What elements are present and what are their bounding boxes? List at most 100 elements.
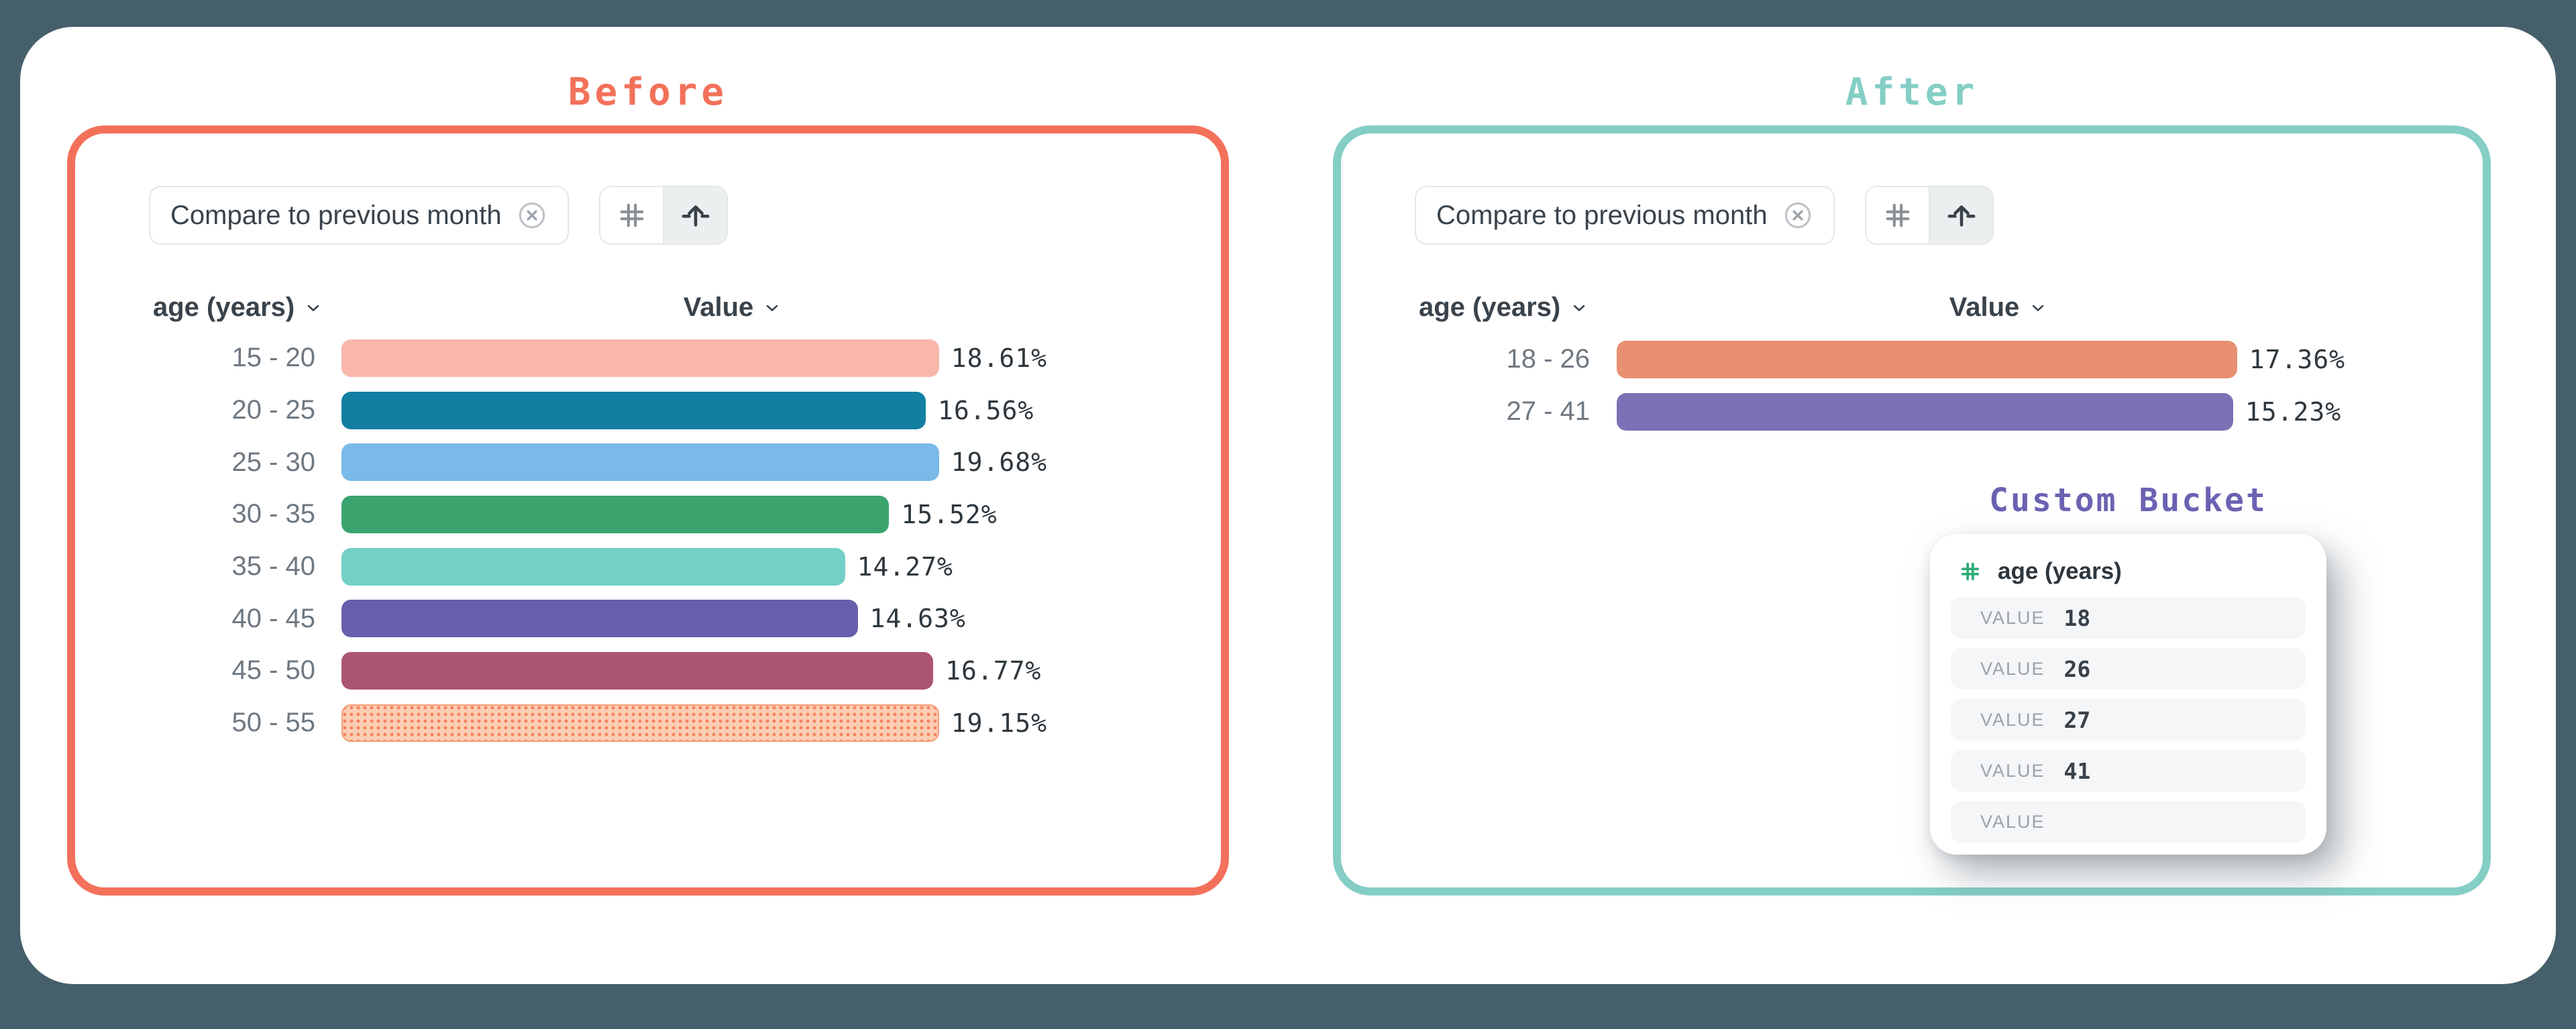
bar[interactable]	[341, 600, 858, 638]
compare-filter-chip[interactable]: Compare to previous month	[1415, 186, 1835, 245]
value-header-label: Value	[1949, 292, 2020, 322]
bucket-value-label: VALUE	[1980, 811, 2045, 832]
bucket-value-label: VALUE	[1980, 658, 2045, 679]
bar[interactable]	[1617, 340, 2237, 378]
bucket-value-input: 41	[2063, 757, 2091, 784]
category-label: 40 - 45	[231, 603, 315, 633]
after-title: After	[1845, 70, 1979, 114]
chevron-down-icon	[766, 305, 778, 311]
bar-track: 16.56%	[341, 391, 1047, 429]
bar[interactable]	[341, 391, 926, 429]
grid-view-button[interactable]	[1866, 187, 1929, 243]
compare-filter-chip[interactable]: Compare to previous month	[149, 186, 569, 245]
value-label: 19.68%	[951, 447, 1047, 478]
bar[interactable]	[341, 704, 939, 742]
bucket-value-label: VALUE	[1980, 709, 2045, 730]
value-label: 18.61%	[951, 343, 1047, 373]
category-label: 18 - 26	[1506, 344, 1590, 374]
bar[interactable]	[341, 339, 939, 377]
chart-row: 18 - 26 17.36%	[1341, 333, 2483, 386]
bar-track: 15.23%	[1617, 392, 2345, 431]
bar-track: 16.77%	[341, 651, 1047, 690]
value-header-label: Value	[683, 292, 754, 322]
chart-row: 30 - 35 15.52%	[75, 488, 1221, 541]
category-label: 50 - 55	[231, 708, 315, 738]
bucket-value-input: 18	[2063, 604, 2091, 631]
main-card: Before After Compare to previous month	[20, 27, 2556, 984]
category-label: 15 - 20	[231, 343, 315, 373]
custom-bucket-title: Custom Bucket	[1989, 482, 2267, 519]
value-label: 14.27%	[857, 551, 953, 582]
chart-row: 20 - 25 16.56%	[75, 384, 1221, 437]
category-label: 35 - 40	[231, 551, 315, 582]
compare-filter-chip-label: Compare to previous month	[170, 200, 502, 230]
value-header-dropdown[interactable]: Value	[1918, 292, 2079, 323]
bar-track: 15.52%	[341, 495, 1047, 533]
value-label: 19.15%	[951, 708, 1047, 738]
before-bar-chart: 15 - 20 18.61% 20 - 25 16.56% 25 - 30 19.68% 3…	[75, 332, 1221, 749]
bar-track: 19.15%	[341, 704, 1047, 742]
compare-filter-chip-label: Compare to previous month	[1436, 200, 1768, 230]
value-label: 16.56%	[938, 395, 1034, 425]
view-toggle-group	[599, 186, 728, 245]
bucket-value-label: VALUE	[1980, 760, 2045, 781]
category-label: 27 - 41	[1506, 396, 1590, 427]
bar-track: 17.36%	[1617, 340, 2345, 378]
dimension-header-dropdown[interactable]: age (years)	[153, 292, 323, 323]
bar-track: 14.27%	[341, 547, 1047, 586]
after-panel: Compare to previous month	[1333, 125, 2491, 896]
after-bar-chart: 18 - 26 17.36% 27 - 41 15.23%	[1341, 333, 2483, 437]
bar-track: 14.63%	[341, 600, 1047, 638]
chevron-down-icon	[2032, 305, 2044, 311]
view-toggle-group	[1865, 186, 1994, 245]
hash-icon	[620, 203, 643, 227]
arrow-up-icon	[1947, 205, 1976, 227]
hash-icon	[1961, 562, 1980, 581]
bar[interactable]	[1617, 392, 2233, 431]
bucket-value-row[interactable]: VALUE 27	[1951, 699, 2306, 741]
bar[interactable]	[341, 651, 934, 690]
bar[interactable]	[341, 495, 890, 533]
chevron-down-icon	[1573, 305, 1585, 311]
chart-row: 35 - 40 14.27%	[75, 541, 1221, 593]
hash-icon	[1886, 203, 1909, 227]
chart-row: 27 - 41 15.23%	[1341, 386, 2483, 438]
bucket-value-input: 27	[2063, 706, 2091, 733]
dimension-header-dropdown[interactable]: age (years)	[1419, 292, 1589, 323]
category-label: 45 - 50	[231, 655, 315, 686]
category-label: 30 - 35	[231, 499, 315, 529]
chart-row: 25 - 30 19.68%	[75, 436, 1221, 488]
value-label: 14.63%	[869, 604, 966, 634]
grid-view-button[interactable]	[600, 187, 663, 243]
value-header-dropdown[interactable]: Value	[652, 292, 813, 323]
chart-row: 45 - 50 16.77%	[75, 645, 1221, 697]
before-title: Before	[568, 70, 729, 114]
circle-x-icon[interactable]	[1782, 200, 1813, 231]
category-label: 25 - 30	[231, 447, 315, 477]
category-label: 20 - 25	[231, 395, 315, 425]
bar[interactable]	[341, 547, 845, 586]
bar-track: 19.68%	[341, 443, 1047, 482]
value-label: 16.77%	[945, 655, 1042, 686]
dimension-header-label: age (years)	[1419, 292, 1561, 322]
bucket-property-name: age (years)	[1998, 558, 2122, 584]
custom-bucket-button[interactable]	[663, 187, 727, 243]
bucket-value-row[interactable]: VALUE	[1951, 801, 2306, 843]
value-label: 17.36%	[2249, 344, 2345, 374]
bucket-value-row[interactable]: VALUE 26	[1951, 648, 2306, 690]
chart-row: 40 - 45 14.63%	[75, 592, 1221, 645]
bar[interactable]	[341, 443, 939, 482]
dimension-header-label: age (years)	[153, 292, 295, 322]
chevron-down-icon	[307, 305, 319, 311]
bucket-rows: VALUE 18 VALUE 26 VALUE 27 VALUE 41 VALUE	[1951, 597, 2306, 843]
bucket-value-row[interactable]: VALUE 41	[1951, 750, 2306, 792]
bucket-property-header: age (years)	[1951, 557, 2306, 586]
custom-bucket-card: age (years) VALUE 18 VALUE 26 VALUE 27 VALUE 41…	[1930, 534, 2326, 855]
bucket-value-label: VALUE	[1980, 607, 2045, 628]
circle-x-icon[interactable]	[517, 200, 547, 231]
bucket-value-row[interactable]: VALUE 18	[1951, 597, 2306, 639]
value-label: 15.52%	[901, 499, 998, 529]
custom-bucket-button[interactable]	[1929, 187, 1992, 243]
chart-row: 50 - 55 19.15%	[75, 697, 1221, 749]
